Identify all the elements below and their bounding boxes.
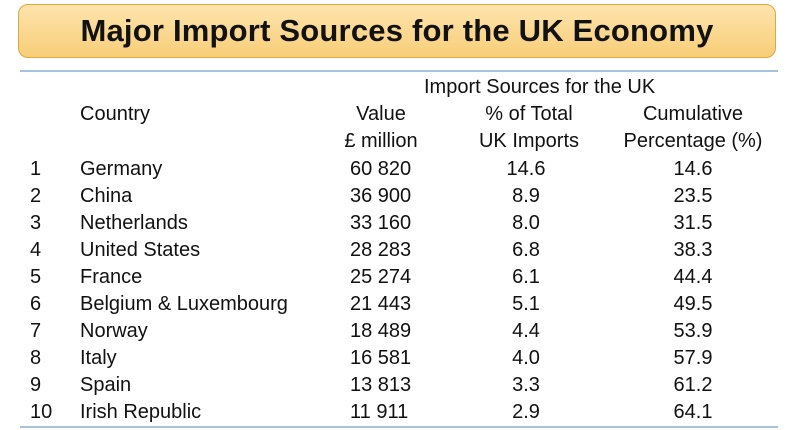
row-rank: 10: [30, 401, 53, 423]
row-country: Norway: [80, 320, 148, 342]
row-country: United States: [80, 239, 201, 261]
column-header-value: Value £ million: [338, 101, 424, 155]
row-rank: 8: [30, 347, 42, 369]
row-country: Netherlands: [80, 212, 188, 234]
row-rank: 7: [30, 320, 42, 342]
row-value: 25 274: [350, 266, 412, 288]
row-country: Spain: [80, 374, 132, 396]
row-country: China: [80, 185, 133, 207]
column-header-share-line2: UK Imports: [478, 130, 580, 152]
group-header: Import Sources for the UK: [424, 76, 656, 98]
column-header-cumulative-line1: Cumulative: [642, 103, 744, 125]
row-cumulative: 49.5: [673, 293, 713, 315]
table-row: 6 Belgium & Luxembourg 21 443 5.1 49.5: [0, 291, 800, 318]
row-share: 4.0: [512, 347, 540, 369]
row-value: 11 911: [350, 401, 409, 423]
row-share: 8.0: [512, 212, 540, 234]
row-value: 60 820: [350, 158, 412, 180]
table-row: 2 China 36 900 8.9 23.5: [0, 183, 800, 210]
row-value: 18 489: [350, 320, 412, 342]
row-share: 4.4: [512, 320, 540, 342]
row-rank: 1: [30, 158, 42, 180]
column-header-value-line2: £ million: [344, 130, 418, 152]
column-header-cumulative: Cumulative Percentage (%): [618, 101, 768, 155]
row-cumulative: 38.3: [673, 239, 713, 261]
row-cumulative: 31.5: [673, 212, 713, 234]
row-rank: 3: [30, 212, 42, 234]
row-cumulative: 57.9: [673, 347, 713, 369]
table-row: 4 United States 28 283 6.8 38.3: [0, 237, 800, 264]
column-header-country: Country: [80, 103, 151, 125]
row-cumulative: 23.5: [673, 185, 713, 207]
bottom-divider: [20, 426, 778, 428]
row-value: 33 160: [350, 212, 412, 234]
table-row: 8 Italy 16 581 4.0 57.9: [0, 345, 800, 372]
row-value: 13 813: [350, 374, 412, 396]
row-share: 8.9: [512, 185, 540, 207]
row-share: 3.3: [512, 374, 540, 396]
top-divider: [20, 70, 778, 72]
table-row: 5 France 25 274 6.1 44.4: [0, 264, 800, 291]
row-country: Germany: [80, 158, 163, 180]
column-header-share-line1: % of Total: [485, 103, 573, 125]
table-row: 7 Norway 18 489 4.4 53.9: [0, 318, 800, 345]
row-rank: 4: [30, 239, 42, 261]
row-country: France: [80, 266, 143, 288]
row-cumulative: 44.4: [673, 266, 713, 288]
row-value: 36 900: [350, 185, 412, 207]
column-header-value-line1: Value: [356, 103, 406, 125]
row-cumulative: 53.9: [673, 320, 713, 342]
row-share: 6.8: [512, 239, 540, 261]
page-title: Major Import Sources for the UK Economy: [80, 13, 714, 48]
row-share: 14.6: [506, 158, 546, 180]
row-rank: 6: [30, 293, 42, 315]
row-rank: 2: [30, 185, 42, 207]
row-country: Belgium & Luxembourg: [80, 293, 288, 315]
row-value: 21 443: [350, 293, 412, 315]
table-row: 3 Netherlands 33 160 8.0 31.5: [0, 210, 800, 237]
row-value: 28 283: [350, 239, 412, 261]
row-share: 5.1: [512, 293, 540, 315]
row-country: Irish Republic: [80, 401, 202, 423]
row-cumulative: 14.6: [673, 158, 713, 180]
table-row: 1 Germany 60 820 14.6 14.6: [0, 156, 800, 183]
row-rank: 9: [30, 374, 42, 396]
row-value: 16 581: [350, 347, 412, 369]
row-rank: 5: [30, 266, 42, 288]
row-country: Italy: [80, 347, 117, 369]
title-banner: Major Import Sources for the UK Economy: [18, 4, 776, 58]
column-header-cumulative-line2: Percentage (%): [623, 130, 763, 152]
column-header-share: % of Total UK Imports: [466, 101, 592, 155]
table-row: 9 Spain 13 813 3.3 61.2: [0, 372, 800, 399]
row-cumulative: 61.2: [673, 374, 713, 396]
table-row: 10 Irish Republic 11 911 2.9 64.1: [0, 399, 800, 426]
row-cumulative: 64.1: [673, 401, 713, 423]
row-share: 2.9: [512, 401, 540, 423]
row-share: 6.1: [512, 266, 540, 288]
